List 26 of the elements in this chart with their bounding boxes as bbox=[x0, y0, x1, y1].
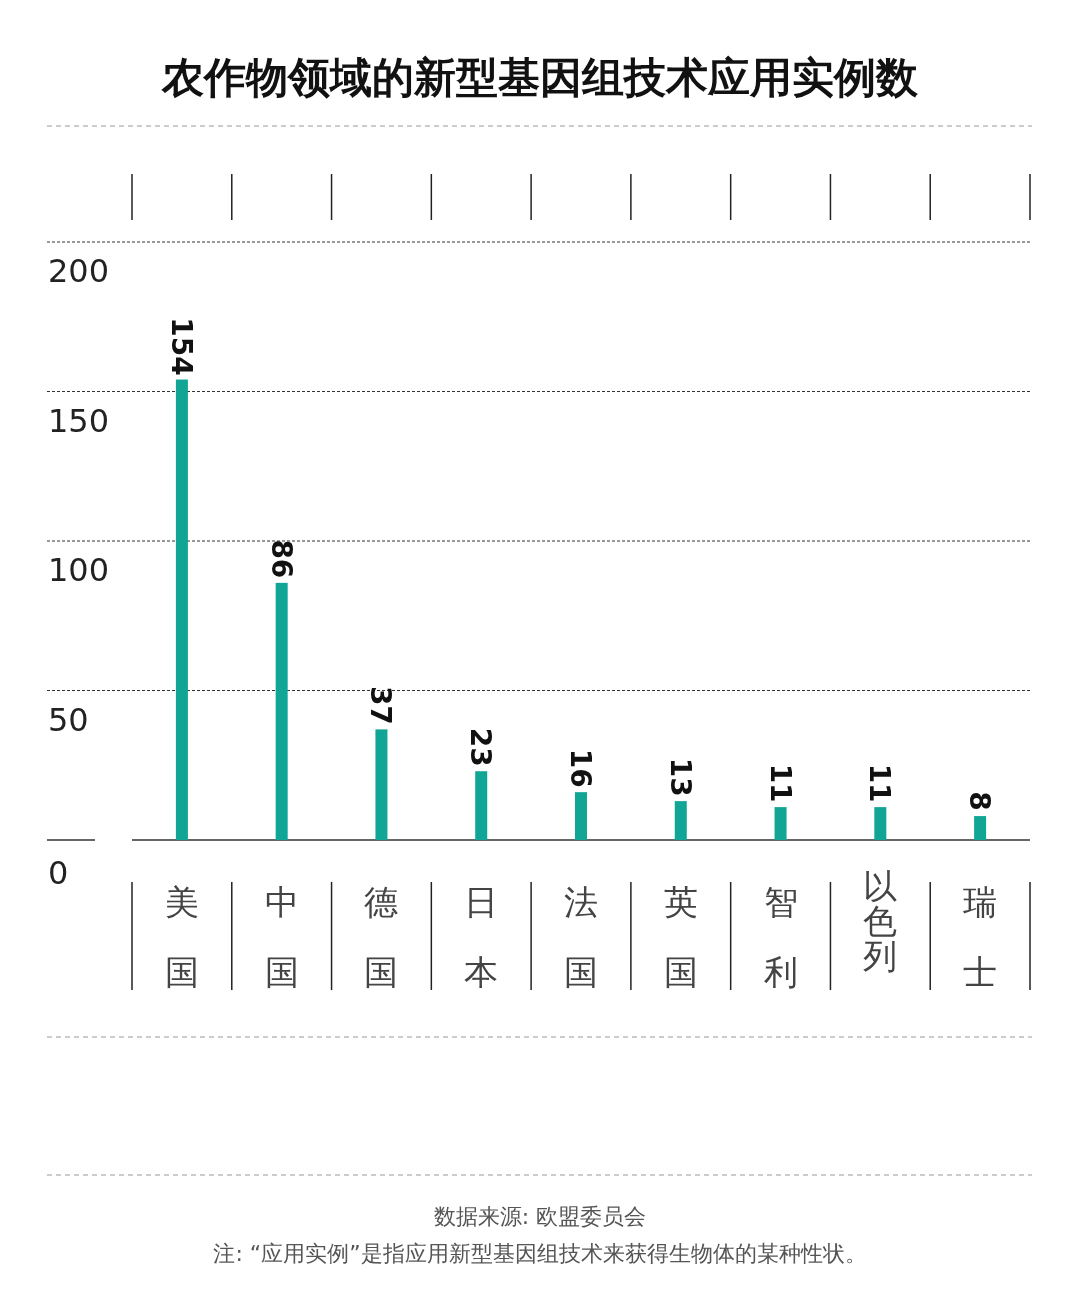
chart-title: 农作物领域的新型基因组技术应用实例数 bbox=[161, 53, 919, 102]
data-label: 86 bbox=[264, 539, 298, 579]
y-tick-label: 0 bbox=[48, 854, 69, 892]
x-tick-label: 英国 bbox=[663, 882, 698, 992]
y-tick-label: 50 bbox=[48, 700, 89, 739]
x-tick-label: 日本 bbox=[464, 882, 499, 992]
data-label: 23 bbox=[464, 727, 498, 767]
data-label: 11 bbox=[863, 763, 897, 803]
data-label: 11 bbox=[763, 763, 797, 803]
y-tick-label: 100 bbox=[48, 551, 110, 589]
x-tick-label: 瑞士 bbox=[963, 882, 998, 992]
x-tick-label: 美国 bbox=[164, 882, 199, 992]
x-tick-label: 以色列 bbox=[863, 866, 898, 976]
data-label: 13 bbox=[663, 757, 697, 797]
data-label: 8 bbox=[963, 791, 997, 811]
source-note: 数据来源: 欧盟委员会 bbox=[433, 1204, 647, 1229]
x-tick-label: 法国 bbox=[564, 882, 598, 992]
data-label: 16 bbox=[564, 748, 597, 788]
y-tick-label: 200 bbox=[48, 252, 110, 290]
data-label: 37 bbox=[364, 685, 398, 725]
data-label: 154 bbox=[164, 317, 198, 376]
text: 注: “应用实例”是指应用新型基因组技术来获得生物体的某种性状。 bbox=[213, 1241, 867, 1266]
x-tick-label: 智利 bbox=[763, 882, 798, 992]
x-tick-label: 德国 bbox=[364, 882, 399, 992]
y-tick-label: 150 bbox=[48, 401, 110, 440]
x-tick-label: 中国 bbox=[264, 882, 299, 992]
